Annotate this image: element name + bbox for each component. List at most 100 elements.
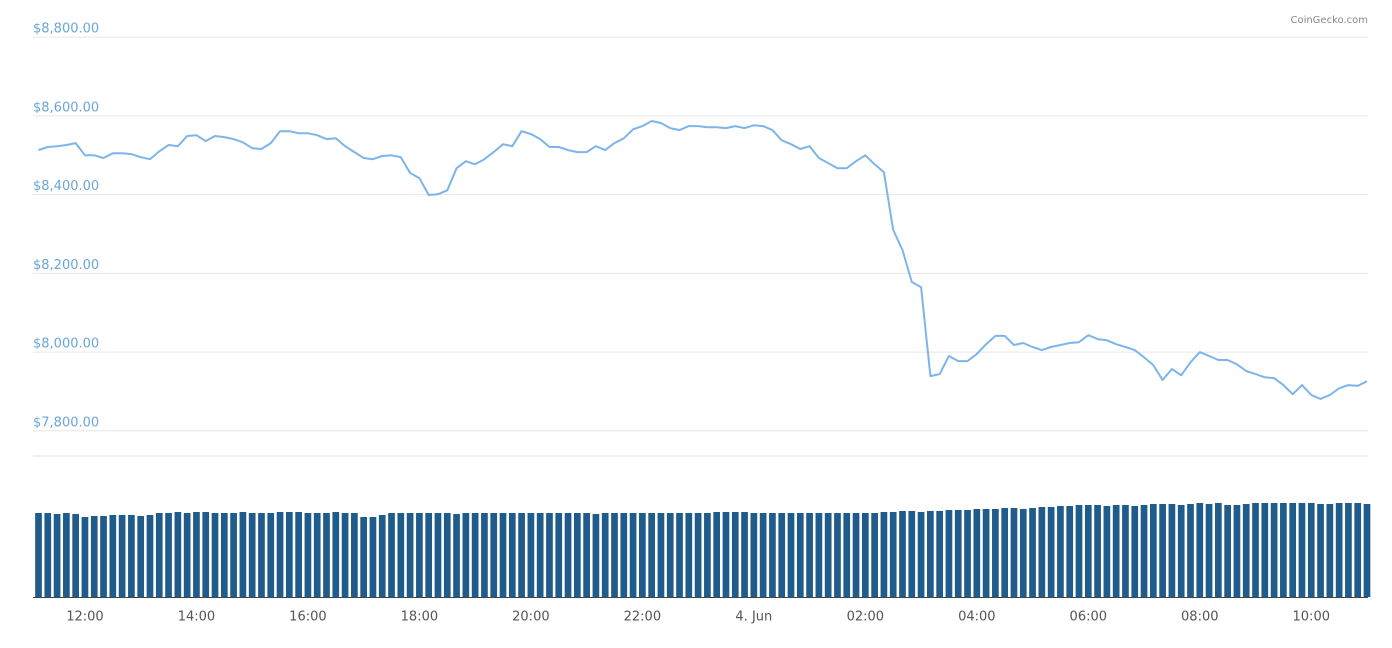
- volume-bar: [1066, 506, 1074, 597]
- volume-bar: [128, 515, 135, 597]
- volume-bar: [1131, 506, 1139, 597]
- volume-bar: [936, 511, 943, 597]
- volume-bar: [137, 516, 145, 597]
- volume-bar: [1307, 503, 1315, 597]
- volume-bar: [146, 515, 154, 597]
- volume-bar: [165, 513, 172, 597]
- volume-bar: [806, 513, 813, 597]
- volume-bar: [406, 513, 414, 597]
- volume-bar: [118, 515, 126, 597]
- volume-bar: [750, 513, 758, 597]
- volume-bar: [193, 512, 200, 597]
- volume-bar: [1187, 504, 1194, 597]
- volume-bar: [685, 513, 693, 597]
- volume-bar: [536, 513, 544, 597]
- volume-bar: [1122, 505, 1129, 597]
- volume-bar: [1112, 505, 1120, 597]
- volume-bar: [239, 512, 247, 597]
- y-tick-label: $8,800.00: [33, 22, 99, 37]
- volume-bar: [1103, 506, 1111, 597]
- volume-bar: [917, 512, 925, 597]
- volume-bar: [555, 513, 563, 597]
- volume-bar: [285, 512, 293, 597]
- volume-bar: [629, 513, 637, 597]
- volume-bar: [741, 512, 748, 597]
- volume-bar: [471, 513, 479, 597]
- y-tick-label: $8,600.00: [33, 100, 99, 115]
- volume-bar: [639, 513, 646, 597]
- volume-bar: [1242, 504, 1250, 597]
- volume-bar: [378, 515, 386, 597]
- volume-bar: [425, 513, 433, 597]
- y-tick-label: $8,200.00: [33, 258, 99, 273]
- volume-bar: [592, 514, 600, 597]
- volume-bar: [1057, 506, 1064, 597]
- volume-bar: [1075, 505, 1083, 597]
- volume-bar: [453, 514, 460, 597]
- volume-bar: [871, 513, 878, 597]
- volume-bar: [731, 512, 739, 597]
- volume-bar: [834, 513, 841, 597]
- volume-bar: [769, 513, 776, 597]
- volume-bar: [648, 513, 655, 597]
- volume-bar: [1019, 509, 1027, 597]
- volume-bar: [676, 513, 683, 597]
- volume-bar: [1205, 504, 1213, 597]
- volume-bar: [490, 513, 498, 597]
- x-tick-label: 02:00: [847, 610, 884, 625]
- volume-bar: [527, 513, 535, 597]
- volume-bar: [666, 513, 674, 597]
- volume-bar: [508, 513, 516, 597]
- volume-bar: [397, 513, 405, 597]
- volume-bar: [481, 513, 488, 597]
- volume-bar: [341, 513, 349, 597]
- volume-bar: [713, 512, 721, 597]
- volume-bar: [44, 513, 52, 597]
- volume-bar: [945, 510, 953, 597]
- volume-bar: [1280, 503, 1287, 597]
- volume-bar: [360, 517, 368, 597]
- volume-bar: [704, 513, 711, 597]
- volume-bar: [90, 516, 98, 597]
- volume-bar: [1252, 503, 1259, 597]
- volume-bar: [369, 517, 377, 597]
- volume-bar: [332, 512, 340, 597]
- volume-bar: [1354, 503, 1362, 597]
- volume-bar: [824, 513, 832, 597]
- volume-bar: [388, 513, 395, 597]
- x-tick-label: 20:00: [512, 610, 549, 625]
- volume-bar: [982, 509, 990, 597]
- x-tick-label: 04:00: [958, 610, 995, 625]
- volume-bar: [1345, 503, 1352, 597]
- volume-bar: [694, 513, 702, 597]
- volume-bar: [1084, 505, 1092, 597]
- volume-bar: [1363, 504, 1371, 597]
- volume-bar: [211, 513, 219, 597]
- x-tick-label: 10:00: [1293, 610, 1330, 625]
- volume-bar: [416, 513, 423, 597]
- volume-bar: [1038, 507, 1046, 597]
- volume-bar: [1029, 508, 1036, 597]
- y-tick-label: $8,000.00: [33, 337, 99, 352]
- y-tick-label: $8,400.00: [33, 179, 99, 194]
- x-tick-label: 06:00: [1070, 610, 1107, 625]
- volume-bar: [657, 513, 665, 597]
- x-tick-label: 16:00: [289, 610, 326, 625]
- volume-bar: [276, 512, 284, 597]
- source-label: CoinGecko.com: [1290, 15, 1368, 26]
- volume-bar: [861, 513, 869, 597]
- volume-bar: [1326, 504, 1334, 597]
- volume-bar: [443, 513, 451, 597]
- volume-bar: [434, 513, 442, 597]
- volume-bar: [611, 513, 618, 597]
- volume-bar: [759, 513, 767, 597]
- x-tick-label: 14:00: [178, 610, 215, 625]
- volume-bar: [81, 517, 89, 597]
- volume-bar: [230, 513, 237, 597]
- volume-bar: [63, 513, 70, 597]
- volume-bar: [1215, 503, 1222, 597]
- volume-bar: [351, 513, 358, 597]
- volume-bar: [35, 513, 42, 597]
- volume-bar: [295, 512, 302, 597]
